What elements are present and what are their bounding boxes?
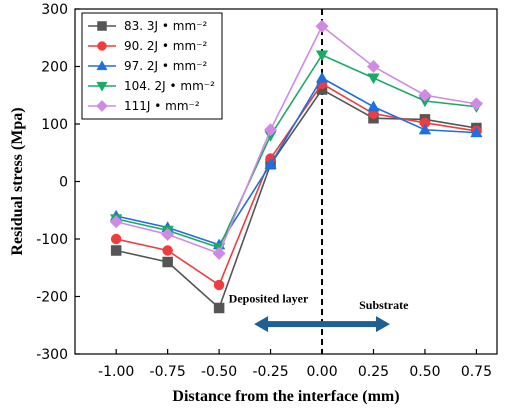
x-tick-label: -1.00 <box>98 364 134 380</box>
x-tick-label: 0.50 <box>409 364 440 380</box>
legend: 83. 3J • mm⁻² 90. 2J • mm⁻² 97. 2J • mm⁻² 1… <box>81 12 223 120</box>
data-point <box>469 97 484 111</box>
data-point <box>109 215 123 229</box>
data-point <box>212 246 226 260</box>
data-point <box>96 100 108 112</box>
legend-label: 111J • mm⁻² <box>124 99 200 113</box>
x-axis-ticks: -1.00 -0.75 -0.50 -0.25 0.00 0.25 0.50 0.75 <box>98 349 492 380</box>
y-tick-label: 0 <box>59 175 68 191</box>
data-point <box>213 302 225 314</box>
y-axis-ticks: -300 -200 -100 0 100 200 300 <box>36 2 80 363</box>
region-arrow <box>254 316 390 333</box>
y-axis-label: Residual stress (Mpa) <box>9 107 26 255</box>
legend-label: 97. 2J • mm⁻² <box>124 59 207 73</box>
y-tick-label: -300 <box>36 347 68 363</box>
data-point <box>470 126 483 138</box>
arrow-head-left <box>254 316 269 333</box>
data-point <box>418 123 432 135</box>
y-tick-label: -100 <box>36 232 68 248</box>
data-point <box>97 21 107 31</box>
data-point <box>315 71 329 83</box>
y-tick-label: -200 <box>36 290 68 306</box>
data-point <box>418 88 432 102</box>
series-line <box>115 53 477 249</box>
data-point <box>110 233 122 245</box>
data-point <box>110 245 122 256</box>
arrow-shaft <box>264 321 380 328</box>
y-tick-label: 200 <box>41 60 68 76</box>
x-tick-label: -0.25 <box>252 364 288 380</box>
series-line <box>115 76 477 246</box>
data-point <box>263 123 278 137</box>
legend-label: 90. 2J • mm⁻² <box>124 39 207 53</box>
y-tick-label: 100 <box>41 117 68 133</box>
legend-label: 104. 2J • mm⁻² <box>124 79 215 93</box>
deposited-layer-label: Deposited layer <box>229 291 309 305</box>
y-tick-label: 300 <box>41 2 68 18</box>
data-point <box>315 19 329 33</box>
x-tick-label: -0.75 <box>150 364 186 380</box>
legend-item: 90. 2J • mm⁻² <box>88 39 207 53</box>
x-tick-label: 0.25 <box>358 364 389 380</box>
series <box>109 19 484 260</box>
legend-item: 104. 2J • mm⁻² <box>88 79 215 93</box>
series-line <box>115 25 477 255</box>
series-line <box>115 88 477 310</box>
x-axis-label: Distance from the interface (mm) <box>172 388 399 405</box>
legend-item: 83. 3J • mm⁻² <box>88 19 207 33</box>
data-point <box>367 100 380 112</box>
substrate-label: Substrate <box>359 298 409 312</box>
legend-label: 83. 3J • mm⁻² <box>124 19 207 33</box>
data-point <box>366 59 381 74</box>
data-point <box>161 227 175 242</box>
legend-item: 97. 2J • mm⁻² <box>88 59 207 73</box>
data-point <box>96 81 108 92</box>
x-tick-label: 0.75 <box>461 364 492 380</box>
series-group <box>109 19 484 314</box>
arrow-head-right <box>375 316 390 333</box>
data-point <box>264 157 277 169</box>
data-point <box>367 73 380 85</box>
x-tick-label: -0.50 <box>201 364 237 380</box>
data-point <box>162 256 173 268</box>
legend-item: 111J • mm⁻² <box>88 99 200 113</box>
x-tick-label: 0.00 <box>306 364 337 380</box>
data-point <box>97 41 107 51</box>
data-point <box>96 60 108 71</box>
data-point <box>162 245 173 256</box>
data-point <box>213 279 225 291</box>
data-point <box>315 50 329 62</box>
